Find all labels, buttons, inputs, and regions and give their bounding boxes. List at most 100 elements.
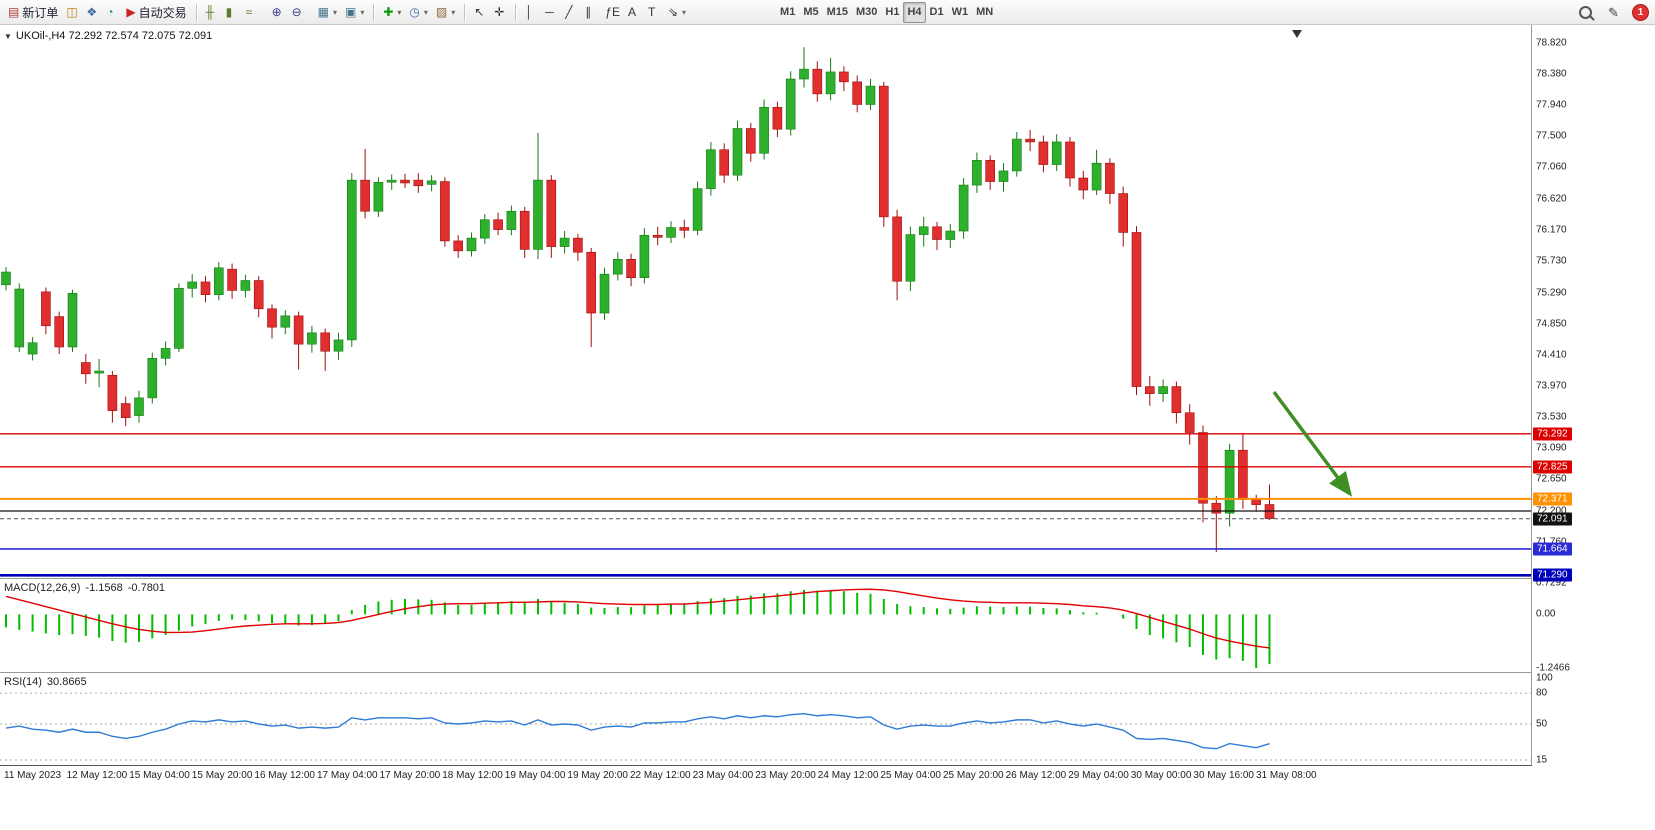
candle-71 <box>945 223 956 248</box>
strategy-tester-button[interactable]: ◔ <box>102 2 122 23</box>
time-axis-label: 17 May 20:00 <box>379 770 441 781</box>
candle-58 <box>772 101 783 137</box>
horizontal-line-button[interactable]: ─ <box>541 2 561 23</box>
candle-48 <box>639 228 650 284</box>
candlestick-chart-button[interactable]: ▮ <box>222 2 242 23</box>
candle-40 <box>533 132 543 260</box>
templates-button[interactable]: ▨ ▾ <box>432 2 459 23</box>
new-chart-button[interactable]: ◫ <box>62 2 82 23</box>
time-axis[interactable]: 11 May 2023 12 May 12:00 15 May 04:00 15 Ma… <box>0 766 1655 788</box>
new-order-button[interactable]: ▤ 新订单 <box>4 2 62 23</box>
macd-name: MACD(12,26,9) <box>4 582 81 594</box>
candle-15 <box>200 276 211 303</box>
indicators-button[interactable]: ✚ ▾ <box>379 2 405 23</box>
bar-chart-button[interactable]: ╫ <box>202 2 222 23</box>
candle-46 <box>612 252 623 281</box>
candle-78 <box>1038 135 1049 173</box>
price-axis-label: 73.090 <box>1536 442 1567 454</box>
toolbar-separator <box>515 3 517 21</box>
chart-title: ▼ UKOil-,H4 72.292 72.574 72.075 72.091 <box>4 30 212 42</box>
candle-22 <box>293 311 304 370</box>
timeframe-w1-button[interactable]: W1 <box>948 2 973 23</box>
timeframe-m30-button[interactable]: M30 <box>852 2 881 23</box>
price-axis-label: 75.730 <box>1536 255 1567 267</box>
arrows-button[interactable]: ⇘ ▾ <box>664 2 690 23</box>
timeframe-h4-button[interactable]: H4 <box>903 1 926 23</box>
rsi-panel[interactable]: RSI(14) 30.8665 <box>0 673 1531 765</box>
timeframe-mn-button[interactable]: MN <box>972 2 997 23</box>
auto-trading-button[interactable]: ▶ 自动交易 <box>122 2 190 23</box>
collapse-chart-icon[interactable]: ▼ <box>4 31 12 41</box>
timeframe-m1-button[interactable]: M1 <box>776 2 799 23</box>
price-axis-separator <box>1531 25 1532 765</box>
time-axis-label: 12 May 12:00 <box>66 770 128 781</box>
channel-icon: ∥ <box>585 5 592 19</box>
candle-32 <box>426 175 437 192</box>
main-chart-panel[interactable]: ▼ UKOil-,H4 72.292 72.574 72.075 72.091 <box>0 26 1531 578</box>
tile-windows-button[interactable]: ▦ ▾ <box>314 2 341 23</box>
candle-77 <box>1025 129 1035 152</box>
price-axis[interactable]: 78.820 78.380 77.940 77.500 77.060 76.620 76.1… <box>1532 25 1655 766</box>
quick-edit-button[interactable]: ✎ <box>1604 2 1624 23</box>
candle-76 <box>1011 132 1022 177</box>
time-axis-label: 24 May 12:00 <box>817 770 879 781</box>
candle-91 <box>1211 496 1222 553</box>
chevron-down-icon: ▾ <box>397 7 402 17</box>
timeframe-m30-button-label: M30 <box>856 6 878 18</box>
trend-arrow[interactable] <box>1272 390 1353 497</box>
timeframe-w1-button-label: W1 <box>951 6 969 18</box>
pencil-icon: ✎ <box>1608 4 1619 20</box>
timeframe-h1-button-label: H1 <box>885 6 900 18</box>
cascade-windows-icon: ▣ <box>344 5 357 19</box>
templates-icon: ▨ <box>435 5 448 19</box>
timeframe-m15-button[interactable]: M15 <box>823 2 852 23</box>
price-axis-label: 75.290 <box>1536 287 1567 299</box>
new-chart-icon: ◫ <box>66 5 78 19</box>
text-button[interactable]: A <box>624 2 644 23</box>
vertical-line-button[interactable]: │ <box>521 2 541 23</box>
candle-95 <box>1264 484 1275 520</box>
price-tag-71.290: 71.290 <box>1533 568 1572 582</box>
timeframe-d1-button[interactable]: D1 <box>926 2 948 23</box>
profiles-icon: ❖ <box>86 5 98 19</box>
cursor-button[interactable]: ↖ <box>470 2 490 23</box>
trendline-button[interactable]: ╱ <box>561 2 581 23</box>
candle-51 <box>679 219 690 239</box>
cascade-windows-button[interactable]: ▣ ▾ <box>341 2 368 23</box>
macd-panel[interactable]: MACD(12,26,9) -1.1568 -0.7801 <box>0 579 1531 672</box>
candle-81 <box>1078 170 1089 200</box>
timeframe-m5-button[interactable]: M5 <box>799 2 822 23</box>
candle-19 <box>253 276 264 318</box>
chart-shift-marker-icon[interactable] <box>1292 30 1302 38</box>
price-axis-label: 77.940 <box>1536 99 1567 111</box>
search-button[interactable] <box>1575 2 1596 23</box>
panel-separator[interactable] <box>0 672 1655 673</box>
time-axis-label: 25 May 04:00 <box>880 770 941 781</box>
price-axis-label: 72.650 <box>1536 473 1567 485</box>
profiles-button[interactable]: ❖ <box>82 2 102 23</box>
main-chart-canvas[interactable] <box>0 26 1531 578</box>
price-axis-label: 78.820 <box>1536 37 1567 49</box>
channel-button[interactable]: ∥ <box>581 2 601 23</box>
fibonacci-button[interactable]: ƒE <box>601 2 624 23</box>
candle-56 <box>745 122 756 162</box>
candle-14 <box>187 274 197 298</box>
candle-36 <box>479 214 490 244</box>
price-tag-73.292: 73.292 <box>1533 427 1572 441</box>
zoom-in-button[interactable]: ⊕ <box>268 2 288 23</box>
periods-button[interactable]: ◷ ▾ <box>405 2 432 23</box>
candle-92 <box>1224 443 1235 527</box>
crosshair-button[interactable]: ✛ <box>490 2 510 23</box>
notifications-badge[interactable]: 1 <box>1632 4 1649 21</box>
text-label-icon: T <box>647 5 656 19</box>
panel-separator[interactable] <box>0 578 1655 579</box>
horizontal-line-icon: ─ <box>545 5 554 19</box>
zoom-out-button[interactable]: ⊖ <box>288 2 308 23</box>
timeframe-m15-button-label: M15 <box>826 6 848 18</box>
timeframe-h1-button[interactable]: H1 <box>881 2 903 23</box>
macd-axis-label: 0.00 <box>1536 608 1556 620</box>
candle-20 <box>267 304 277 339</box>
text-label-button[interactable]: T <box>644 2 664 23</box>
line-chart-button[interactable]: ≈ <box>242 2 262 23</box>
candle-63 <box>839 66 849 92</box>
